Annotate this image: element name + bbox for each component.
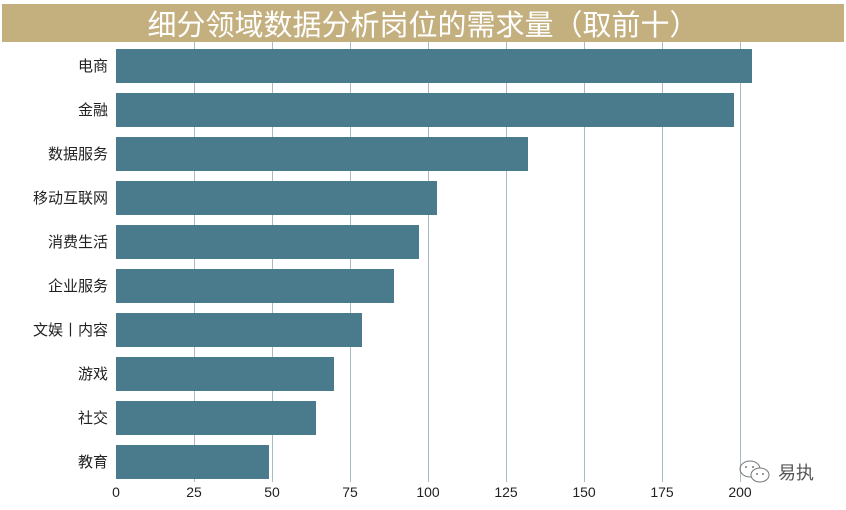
chart-title: 细分领域数据分析岗位的需求量（取前十） bbox=[147, 8, 699, 42]
category-label: 游戏 bbox=[77, 365, 108, 383]
x-tick-label: 175 bbox=[650, 484, 674, 500]
grid-line bbox=[662, 42, 663, 482]
category-label: 移动互联网 bbox=[32, 189, 108, 207]
x-tick-label: 150 bbox=[572, 484, 596, 500]
bar bbox=[116, 137, 528, 171]
grid-line bbox=[584, 42, 585, 482]
x-tick-label: 200 bbox=[728, 484, 752, 500]
bar-row: 游戏 bbox=[0, 357, 846, 401]
bar bbox=[116, 49, 753, 83]
x-tick-label: 50 bbox=[264, 484, 280, 500]
wechat-icon bbox=[739, 460, 770, 483]
x-tick-label: 125 bbox=[494, 484, 518, 500]
bar bbox=[116, 401, 316, 435]
grid-line bbox=[740, 42, 741, 482]
x-tick-label: 100 bbox=[416, 484, 440, 500]
bar bbox=[116, 445, 269, 479]
grid-line bbox=[428, 42, 429, 482]
chart-title-bar: 细分领域数据分析岗位的需求量（取前十） bbox=[2, 4, 844, 42]
category-label: 企业服务 bbox=[47, 277, 108, 295]
grid-line bbox=[350, 42, 351, 482]
x-tick-label: 25 bbox=[186, 484, 202, 500]
watermark-text: 易执 bbox=[778, 463, 814, 484]
bar-row: 金融 bbox=[0, 93, 846, 137]
x-tick-label: 0 bbox=[112, 484, 120, 500]
bar bbox=[116, 93, 734, 127]
category-label: 社交 bbox=[77, 409, 108, 427]
bar-row: 电商 bbox=[0, 49, 846, 93]
bar bbox=[116, 225, 419, 259]
bar-row: 企业服务 bbox=[0, 269, 846, 313]
bar bbox=[116, 357, 335, 391]
category-label: 电商 bbox=[77, 57, 108, 75]
category-label: 教育 bbox=[77, 453, 108, 471]
category-label: 消费生活 bbox=[47, 233, 108, 251]
bar-row: 移动互联网 bbox=[0, 181, 846, 225]
x-axis-ticks: 0 25 50 75 100 125 150 175 200 bbox=[0, 484, 846, 506]
grid-line bbox=[506, 42, 507, 482]
bar-row: 社交 bbox=[0, 401, 846, 445]
bar-row: 消费生活 bbox=[0, 225, 846, 269]
bar-row: 数据服务 bbox=[0, 137, 846, 181]
plot-area: 电商金融数据服务移动互联网消费生活企业服务文娱丨内容游戏社交教育 bbox=[0, 42, 846, 482]
bar bbox=[116, 181, 438, 215]
grid-line bbox=[194, 42, 195, 482]
grid-line bbox=[272, 42, 273, 482]
category-label: 数据服务 bbox=[47, 145, 108, 163]
x-tick-label: 75 bbox=[342, 484, 358, 500]
category-label: 金融 bbox=[77, 101, 108, 119]
category-label: 文娱丨内容 bbox=[32, 321, 108, 339]
bar-row: 教育 bbox=[0, 445, 846, 489]
bar bbox=[116, 269, 394, 303]
bar-row: 文娱丨内容 bbox=[0, 313, 846, 357]
bar bbox=[116, 313, 363, 347]
watermark: 易执 bbox=[738, 458, 814, 486]
